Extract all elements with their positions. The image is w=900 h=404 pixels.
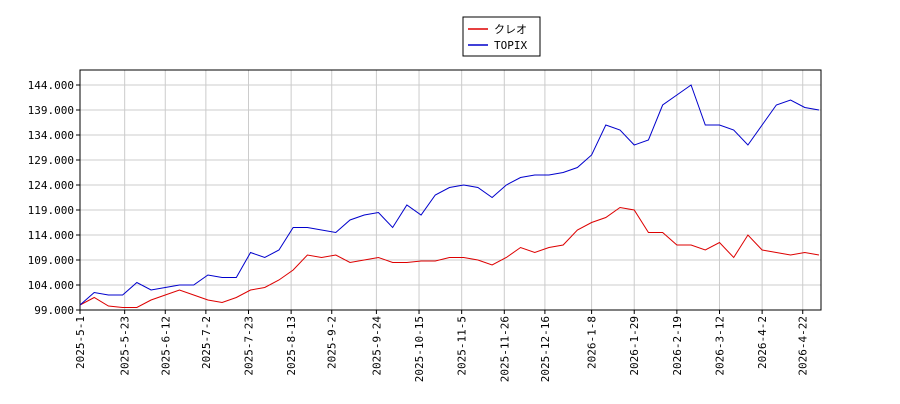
line-series (79, 206, 820, 308)
x-tick-label: 2025-10-15 (413, 316, 426, 382)
x-tick-label: 2026-4-2 (756, 316, 769, 369)
x-tick-label: 2025-5-23 (119, 316, 132, 376)
y-tick-label: 119.000 (28, 204, 74, 217)
legend-box (462, 16, 541, 57)
x-tick-label: 2025-6-12 (159, 316, 172, 376)
legend: クレオ TOPIX (462, 16, 541, 57)
x-tick-label: 2025-8-13 (285, 316, 298, 376)
x-tick-label: 2025-11-5 (456, 316, 469, 376)
y-tick-label: 109.000 (28, 254, 74, 267)
y-tick-label: 99.000 (34, 304, 74, 317)
x-tick-label: 2025-5-1 (74, 316, 87, 369)
y-tick-label: 129.000 (28, 154, 74, 167)
x-tick-label: 2025-12-16 (539, 316, 552, 382)
legend-label: クレオ (494, 23, 527, 36)
x-tick-label: 2026-1-8 (586, 316, 599, 369)
y-tick-label: 104.000 (28, 279, 74, 292)
y-tick-label: 124.000 (28, 179, 74, 192)
x-tick-label: 2026-4-22 (797, 316, 810, 376)
x-tick-label: 2025-9-2 (326, 316, 339, 369)
y-tick-label: 144.000 (28, 79, 74, 92)
x-tick-label: 2025-7-2 (200, 316, 213, 369)
x-tick-label: 2026-1-29 (628, 316, 641, 376)
x-tick-label: 2025-11-26 (498, 316, 511, 382)
x-tick-label: 2025-7-23 (243, 316, 256, 376)
legend-label: TOPIX (494, 39, 527, 52)
plot-frame (79, 69, 822, 311)
y-tick-label: 139.000 (28, 104, 74, 117)
x-tick-label: 2025-9-24 (370, 316, 383, 376)
y-tick-label: 134.000 (28, 129, 74, 142)
line-series (79, 84, 820, 306)
y-tick-label: 114.000 (28, 229, 74, 242)
x-tick-label: 2026-2-19 (671, 316, 684, 376)
x-tick-label: 2026-3-12 (713, 316, 726, 376)
